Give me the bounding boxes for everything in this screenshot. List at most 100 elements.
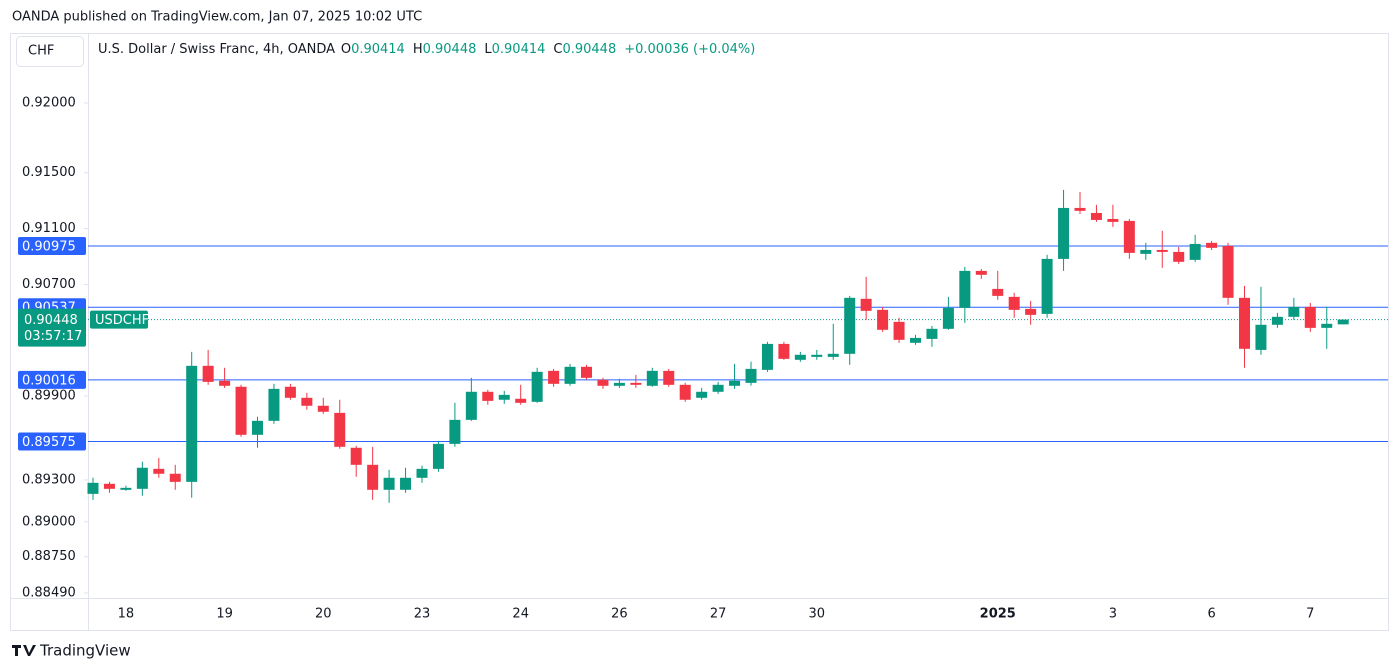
candle-body [268, 388, 280, 421]
last-price-label: 0.90448 [24, 313, 78, 328]
candle-body [465, 391, 477, 420]
candle-body [1321, 323, 1333, 328]
x-tick-label: 6 [1207, 607, 1215, 622]
candle-body [975, 270, 987, 275]
candle-body [449, 419, 461, 444]
candle-body [383, 477, 395, 490]
candle-body [515, 398, 527, 403]
candle-body [877, 309, 889, 330]
candle-body [630, 382, 642, 385]
footer-logo [12, 645, 36, 656]
candle-body [959, 270, 971, 308]
candle-body [844, 297, 856, 354]
candle-body [1304, 306, 1316, 328]
candle-body [893, 321, 905, 340]
legend-name: U.S. Dollar / Swiss Franc, 4h, OANDA [98, 42, 335, 57]
candle-body [416, 468, 428, 478]
candle-body [1025, 308, 1037, 315]
candle-body [432, 443, 444, 469]
candle-body [1337, 319, 1349, 325]
y-tick-label: 0.91100 [22, 221, 76, 236]
y-tick-label: 0.89000 [22, 514, 76, 529]
unit-label: CHF [28, 44, 54, 59]
candle-body [334, 412, 346, 447]
candle-body [350, 447, 362, 465]
x-tick-label: 19 [216, 607, 233, 622]
candle-body [1090, 212, 1102, 220]
candle-body [482, 391, 494, 401]
candle-body [548, 370, 560, 384]
candle-body [120, 487, 132, 490]
legend-key: C [553, 42, 562, 57]
candle-body [761, 343, 773, 370]
candle-body [1222, 245, 1234, 298]
unit-box[interactable] [16, 36, 84, 67]
candle-body [1189, 243, 1201, 260]
candle-body [219, 380, 231, 386]
candle-body [202, 365, 214, 382]
candle-body [1140, 249, 1152, 254]
x-tick-label: 3 [1109, 607, 1117, 622]
candle-body [284, 386, 296, 398]
candle-body [811, 354, 823, 357]
legend-value: 0.90414 [351, 42, 405, 57]
y-tick-label: 0.91500 [22, 165, 76, 180]
candle-body [1271, 316, 1283, 325]
x-tick-label: 24 [512, 607, 529, 622]
x-tick-label: 20 [315, 607, 332, 622]
x-tick-label: 2025 [980, 607, 1016, 622]
candle-body [87, 482, 99, 494]
candle-body [646, 370, 658, 386]
candle-body [696, 391, 708, 398]
legend-value: 0.90448 [423, 42, 477, 57]
logo-icon [12, 645, 36, 656]
y-tick-label: 0.88750 [22, 549, 76, 564]
level-tag [18, 432, 86, 451]
x-tick-label: 30 [809, 607, 826, 622]
candle-body [1288, 306, 1300, 317]
last-price-tag [18, 308, 86, 347]
candle-body [778, 343, 790, 359]
candle-body [153, 468, 165, 474]
level-tag [18, 237, 86, 256]
y-tick-label: 0.89900 [22, 389, 76, 404]
candle-body [1206, 242, 1218, 248]
candle-body [136, 467, 148, 489]
y-tick-label: 0.90700 [22, 277, 76, 292]
candle-body [1255, 324, 1267, 350]
frame [10, 33, 1389, 631]
candle-body [1074, 207, 1086, 211]
header: OANDA published on TradingView.com, Jan … [12, 10, 422, 25]
y-tick-label: 0.89300 [22, 472, 76, 487]
candle-body [301, 397, 313, 406]
x-tick-label: 18 [118, 607, 135, 622]
candle-body [910, 337, 921, 343]
level-tag [18, 370, 86, 389]
candle-body [400, 477, 412, 490]
plot [87, 189, 1388, 503]
candle-body [1239, 297, 1250, 349]
candle-body [367, 464, 379, 490]
legend-value: 0.90414 [492, 42, 546, 57]
candle-body [597, 379, 609, 386]
legend-key: O [341, 42, 351, 57]
level-label: 0.90975 [22, 240, 76, 255]
level-label: 0.90016 [22, 373, 76, 388]
x-tick-label: 27 [710, 607, 727, 622]
candle-body [679, 384, 691, 400]
candle-body [827, 353, 839, 357]
candle-body [729, 380, 741, 386]
candle-body [613, 382, 625, 386]
candle-body [745, 368, 757, 383]
candle-body [794, 354, 806, 360]
candle-body [498, 394, 510, 400]
countdown: 03:57:17 [24, 329, 82, 344]
candle-body [103, 483, 115, 489]
candle-body [1107, 218, 1119, 222]
candle-body [235, 386, 247, 435]
candle-body [581, 366, 592, 378]
candle-body [926, 328, 938, 339]
legend: U.S. Dollar / Swiss Franc, 4h, OANDA O0.9… [98, 42, 755, 57]
